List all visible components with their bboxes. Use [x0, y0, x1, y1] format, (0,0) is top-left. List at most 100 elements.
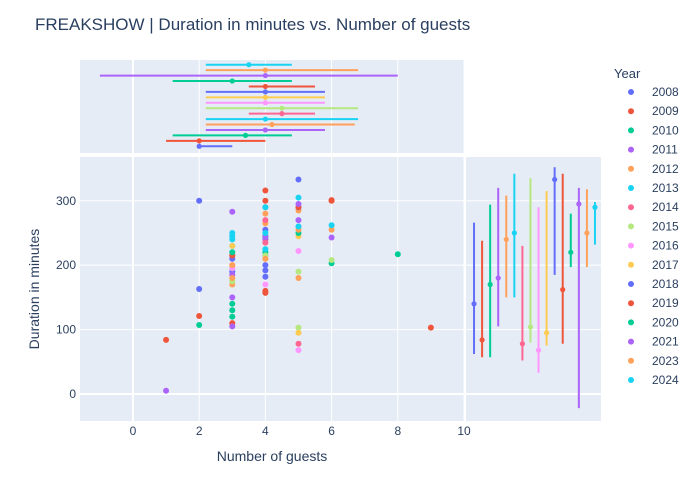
point-2014: [262, 239, 269, 246]
legend-label-2009: 2009: [652, 104, 679, 118]
point-2008: [262, 262, 269, 269]
legend: 2008 2009 2010 2011 2012 2013 2014 2015 2016 2017…: [628, 85, 679, 387]
legend-marker-2015: [628, 223, 634, 230]
y-tick-label: 300: [56, 194, 76, 208]
legend-marker-2011: [628, 146, 634, 153]
legend-marker-2010: [628, 127, 634, 134]
point-2020: [229, 307, 236, 314]
right-marginal-boxes: [471, 167, 598, 409]
y-tick-label: 0: [69, 387, 76, 401]
marginal-y-median-2020: [568, 249, 574, 255]
y-tick-label: 100: [56, 323, 76, 337]
point-2011: [163, 387, 170, 394]
marginal-y-median-2016: [535, 347, 542, 353]
point-2018: [196, 197, 203, 204]
marginal-x-median-2015: [279, 105, 285, 111]
x-tick-label: 4: [262, 424, 269, 438]
marginal-y-median-2023: [584, 230, 590, 236]
legend-label-2017: 2017: [652, 258, 679, 272]
x-tick-label: 6: [328, 424, 335, 438]
legend-label-2018: 2018: [652, 277, 679, 291]
legend-marker-2017: [628, 261, 634, 268]
marginal-x-median-2008: [196, 143, 202, 149]
scatter-points: [163, 176, 434, 394]
point-2012: [328, 226, 335, 233]
point-2008: [196, 286, 203, 292]
legend-marker-2012: [628, 165, 634, 172]
point-2009: [196, 313, 203, 320]
legend-marker-2008: [628, 89, 634, 95]
marginal-y-median-2021: [576, 201, 582, 207]
x-axis-ticks: 0 2 4 6 8 10: [130, 424, 471, 438]
point-2019: [328, 197, 335, 204]
point-2010: [196, 322, 203, 329]
x-axis-title: Number of guests: [217, 448, 328, 464]
legend-label-2021: 2021: [652, 335, 679, 349]
legend-marker-2009: [628, 108, 634, 115]
marginal-x-median-2014: [279, 111, 285, 117]
point-2024: [262, 229, 269, 236]
point-2008: [262, 273, 269, 280]
top-marginal-panel: [80, 60, 464, 153]
marginal-y-median-2010: [487, 281, 493, 288]
marginal-y-median-2014: [519, 341, 526, 347]
marginal-x-median-2011: [262, 127, 268, 133]
point-2016: [295, 248, 302, 255]
y-axis-ticks: 0 100 200 300: [56, 194, 76, 401]
point-2016: [295, 347, 302, 354]
legend-label-2024: 2024: [652, 373, 679, 387]
legend-label-2010: 2010: [652, 123, 679, 137]
point-2017: [229, 242, 236, 249]
marginal-x-median-2009: [196, 138, 202, 144]
marginal-x-median-2019: [262, 83, 268, 90]
marginal-x-median-2013: [262, 116, 268, 122]
point-2008: [295, 176, 302, 183]
point-2024: [295, 223, 302, 230]
point-2021: [229, 323, 236, 330]
marginal-y-median-2009: [479, 337, 485, 343]
marginal-x-median-2016: [262, 100, 268, 106]
point-2019: [262, 287, 269, 294]
point-2020: [229, 249, 236, 256]
x-tick-label: 8: [394, 424, 401, 438]
main-plot-panel: [80, 157, 464, 421]
right-marginal-panel: [466, 157, 601, 421]
point-2017: [295, 329, 302, 336]
legend-marker-2021: [628, 338, 634, 345]
legend-marker-2013: [628, 185, 634, 191]
point-2011: [229, 294, 236, 301]
point-2009: [262, 187, 269, 194]
y-tick-label: 200: [56, 258, 76, 272]
point-2023: [229, 275, 236, 282]
chart-title: FREAKSHOW | Duration in minutes vs. Numb…: [35, 15, 470, 34]
marginal-y-median-2011: [495, 275, 501, 281]
point-2013: [295, 194, 302, 201]
marginal-y-median-2013: [511, 230, 517, 236]
legend-marker-2020: [628, 319, 634, 326]
legend-marker-2018: [628, 281, 634, 287]
legend-marker-2023: [628, 357, 634, 364]
legend-label-2014: 2014: [652, 200, 679, 214]
marginal-x-median-2012: [269, 121, 275, 128]
point-2014: [262, 217, 269, 224]
point-2013: [262, 204, 269, 211]
point-2024: [229, 233, 236, 240]
legend-label-2023: 2023: [652, 354, 679, 368]
point-2021: [295, 217, 302, 224]
point-2008: [262, 267, 269, 274]
point-2012: [262, 210, 269, 217]
marginal-x-median-2023: [262, 67, 268, 73]
marginal-x-median-2020: [229, 78, 235, 84]
legend-marker-2014: [628, 204, 634, 211]
legend-marker-2016: [628, 242, 634, 249]
point-2014: [295, 340, 302, 347]
marginal-x-median-2024: [246, 62, 252, 68]
point-2016: [262, 281, 269, 288]
legend-marker-2024: [628, 377, 634, 383]
point-2015: [295, 324, 302, 331]
point-2009: [427, 324, 434, 331]
top-marginal-boxes: [99, 62, 398, 149]
legend-marker-2019: [628, 300, 634, 307]
point-2011: [229, 208, 236, 215]
